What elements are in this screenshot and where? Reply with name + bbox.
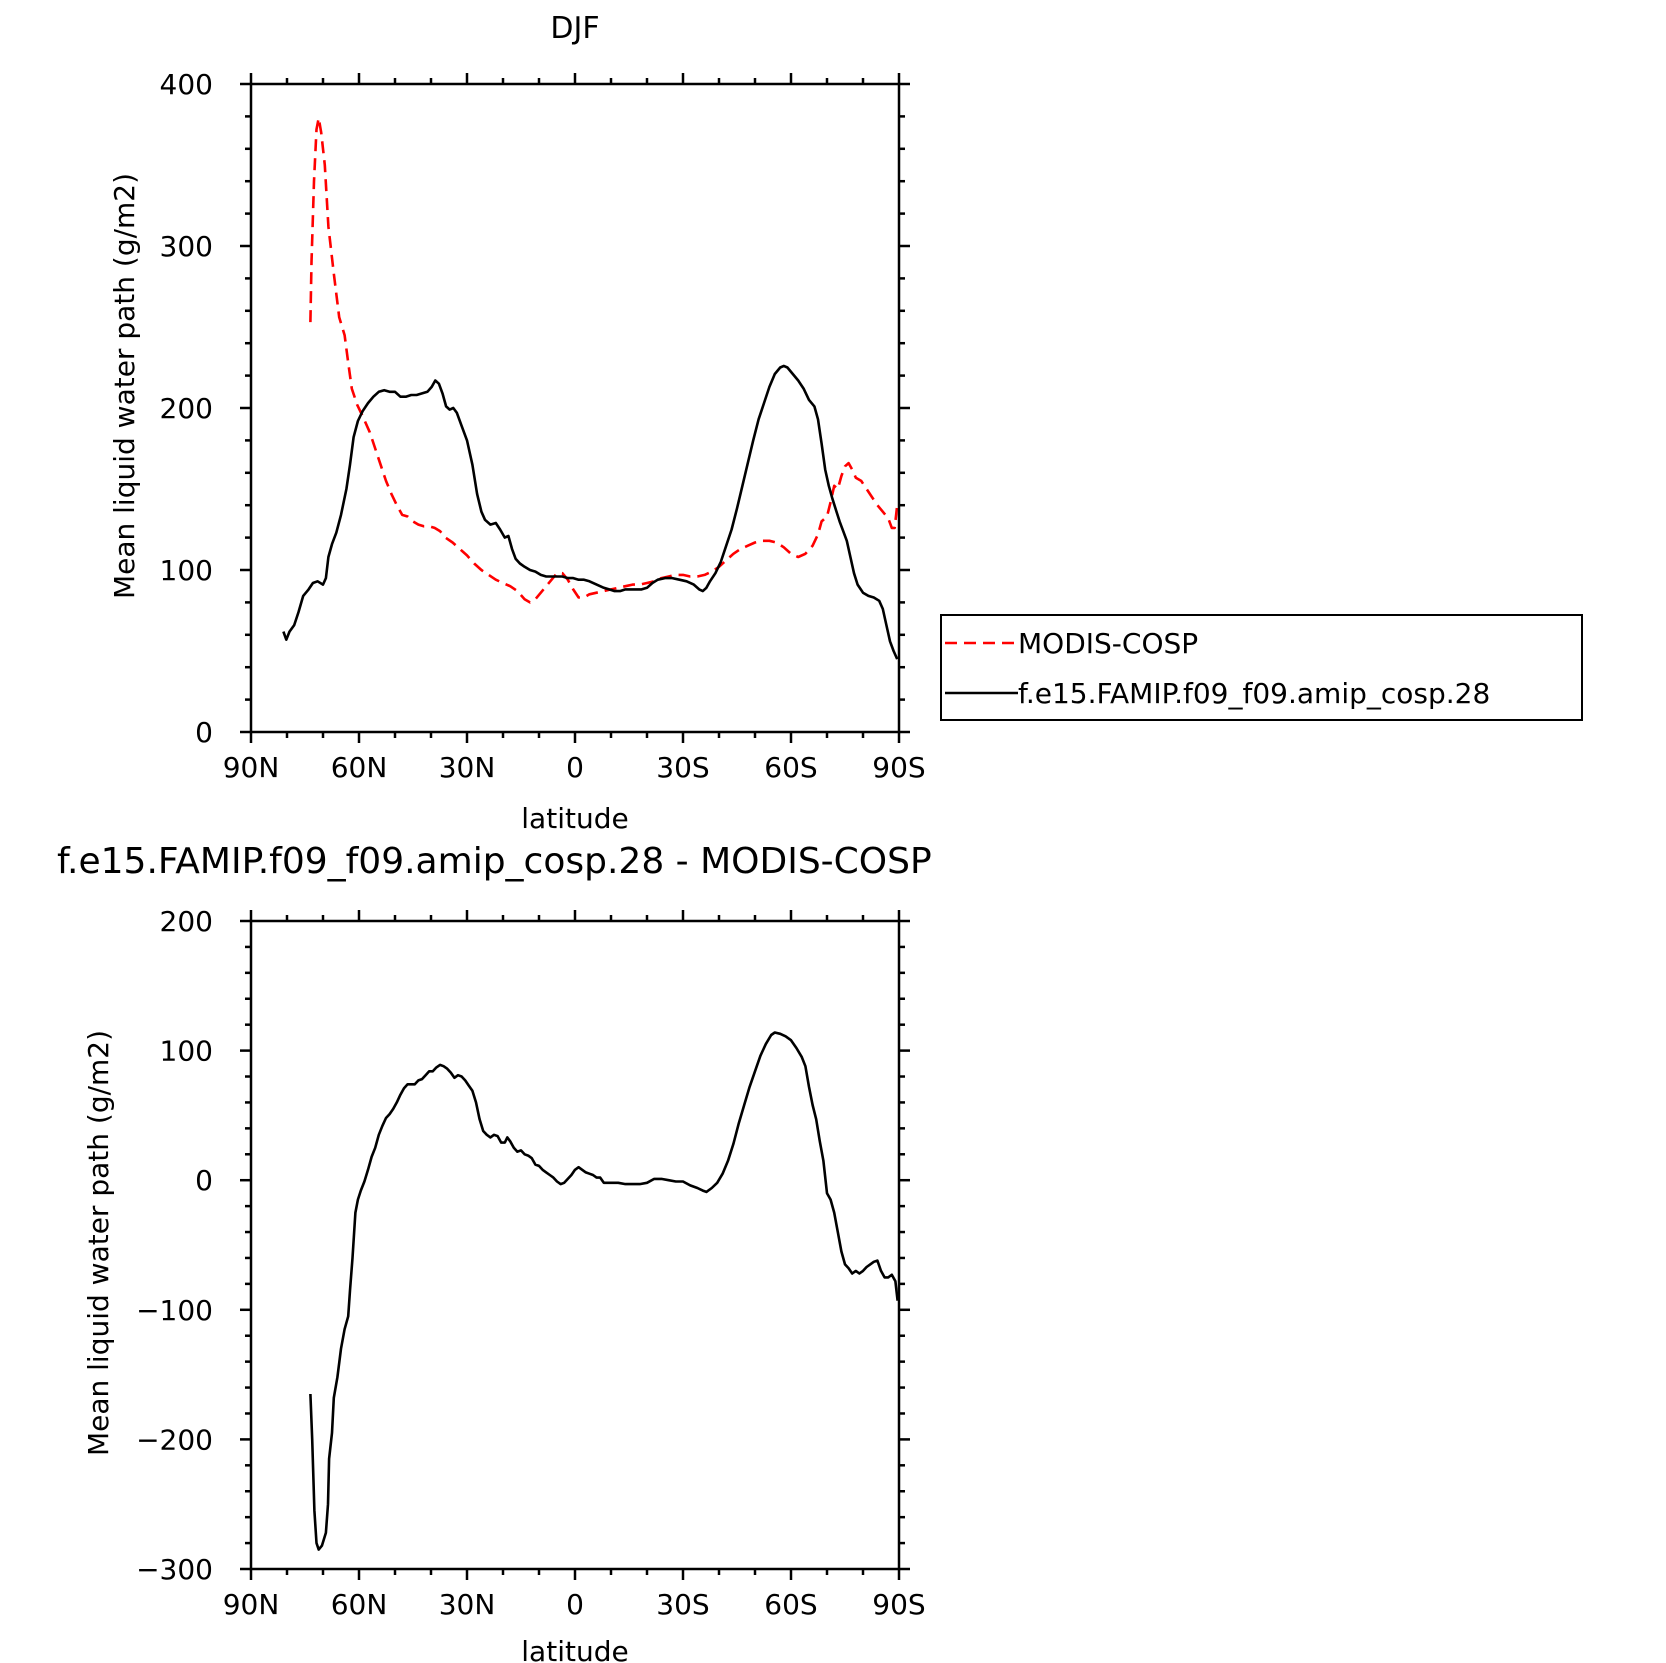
legend-label-modis: MODIS-COSP	[1018, 627, 1198, 660]
top-x-tick-label: 30S	[656, 751, 709, 784]
top-x-tick-label: 90S	[872, 751, 925, 784]
top-y-tick-label: 0	[195, 716, 213, 749]
top-tick-labels: 90N 60N 30N 0 30S 60S 90S 0 100 200 300 400	[160, 68, 926, 784]
legend-label-model: f.e15.FAMIP.f09_f09.amip_cosp.28	[1018, 677, 1490, 710]
bottom-x-tick-label: 90N	[223, 1588, 280, 1621]
top-plot-area	[282, 116, 899, 660]
top-x-tick-label: 60N	[331, 751, 388, 784]
bottom-y-tick-label: −200	[136, 1423, 213, 1456]
top-x-axis-label: latitude	[521, 802, 628, 835]
bottom-plot-area	[309, 1031, 899, 1551]
top-x-tick-label: 30N	[439, 751, 496, 784]
top-y-axis-label: Mean liquid water path (g/m2)	[108, 173, 141, 599]
bottom-tick-labels: 90N 60N 30N 0 30S 60S 90S −300 −200 −100 0 100 200	[136, 905, 926, 1621]
top-series-line-modis-cosp	[309, 116, 899, 604]
top-plot-frame	[249, 82, 901, 734]
bottom-y-axis-label: Mean liquid water path (g/m2)	[82, 1030, 115, 1456]
top-title: DJF	[550, 11, 599, 46]
bottom-y-tick-label: −100	[136, 1294, 213, 1327]
bottom-y-tick-label: 0	[195, 1164, 213, 1197]
bottom-ticks	[240, 910, 910, 1580]
bottom-series-line-0	[309, 1031, 899, 1551]
bottom-x-tick-label: 0	[566, 1588, 584, 1621]
legend: MODIS-COSP f.e15.FAMIP.f09_f09.amip_cosp…	[940, 614, 1583, 721]
top-y-tick-label: 300	[160, 230, 213, 263]
bottom-plot-frame	[249, 919, 901, 1571]
top-panel: DJF Mean liquid water path (g/m2) latitu…	[108, 11, 926, 835]
top-x-tick-label: 0	[566, 751, 584, 784]
bottom-y-tick-label: 100	[160, 1035, 213, 1068]
bottom-y-tick-label: −300	[136, 1553, 213, 1586]
top-series-line-f-e15-famip-f09-f09-amip-cosp-28	[282, 364, 899, 660]
bottom-x-tick-label: 90S	[872, 1588, 925, 1621]
legend-box	[940, 614, 1583, 721]
bottom-title: f.e15.FAMIP.f09_f09.amip_cosp.28 - MODIS…	[57, 841, 932, 882]
top-x-tick-label: 90N	[223, 751, 280, 784]
bottom-x-tick-label: 30S	[656, 1588, 709, 1621]
top-ticks	[240, 73, 910, 743]
top-y-tick-label: 100	[160, 554, 213, 587]
bottom-panel: f.e15.FAMIP.f09_f09.amip_cosp.28 - MODIS…	[57, 841, 932, 1663]
top-y-tick-label: 400	[160, 68, 213, 101]
top-x-tick-label: 60S	[764, 751, 817, 784]
bottom-x-tick-label: 60N	[331, 1588, 388, 1621]
bottom-x-tick-label: 60S	[764, 1588, 817, 1621]
bottom-x-axis-label: latitude	[521, 1635, 628, 1663]
bottom-y-tick-label: 200	[160, 905, 213, 938]
top-y-tick-label: 200	[160, 392, 213, 425]
bottom-x-tick-label: 30N	[439, 1588, 496, 1621]
